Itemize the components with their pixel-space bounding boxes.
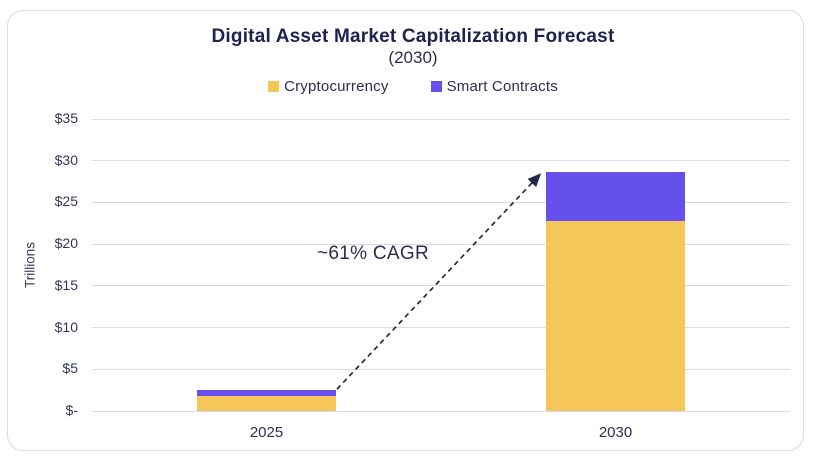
y-tick-label: $25 [54,193,78,210]
y-tick-label: $20 [54,235,78,252]
y-tick-label: $- [65,402,78,418]
smart-contracts-swatch-icon [430,81,442,92]
cryptocurrency-swatch-icon [268,81,280,92]
y-tick-label: $15 [54,276,78,293]
legend: Cryptocurrency Smart Contracts [0,78,826,95]
cagr-annotation: ~61% CAGR [317,243,429,264]
chart-title: Digital Asset Market Capitalization Fore… [211,26,615,47]
gridline [92,368,790,370]
gridline [92,118,790,120]
gridline [92,285,790,287]
y-tick-label: $35 [54,110,78,126]
y-tick-label: $5 [62,360,78,377]
x-axis-label-2025: 2025 [249,424,284,441]
gridline [92,160,790,162]
chart-subtitle: (2030) [388,48,438,67]
y-tick-label: $30 [54,151,78,168]
legend-label-smart-contracts: Smart Contracts [446,78,558,95]
bar-segment-smart-contracts-2025 [197,390,336,396]
y-tick-label: $10 [54,318,78,335]
gridline [92,327,790,329]
gridline [92,201,790,203]
bar-segment-smart-contracts-2030 [546,172,685,221]
bar-segment-cryptocurrency-2025 [197,395,336,411]
legend-item-smart-contracts: Smart Contracts [430,78,558,95]
gridline [92,410,790,412]
gridline [92,243,790,245]
x-axis-label-2030: 2030 [598,424,633,441]
legend-item-cryptocurrency: Cryptocurrency [268,78,389,95]
bar-segment-cryptocurrency-2030 [546,220,685,411]
legend-label-cryptocurrency: Cryptocurrency [284,78,389,95]
